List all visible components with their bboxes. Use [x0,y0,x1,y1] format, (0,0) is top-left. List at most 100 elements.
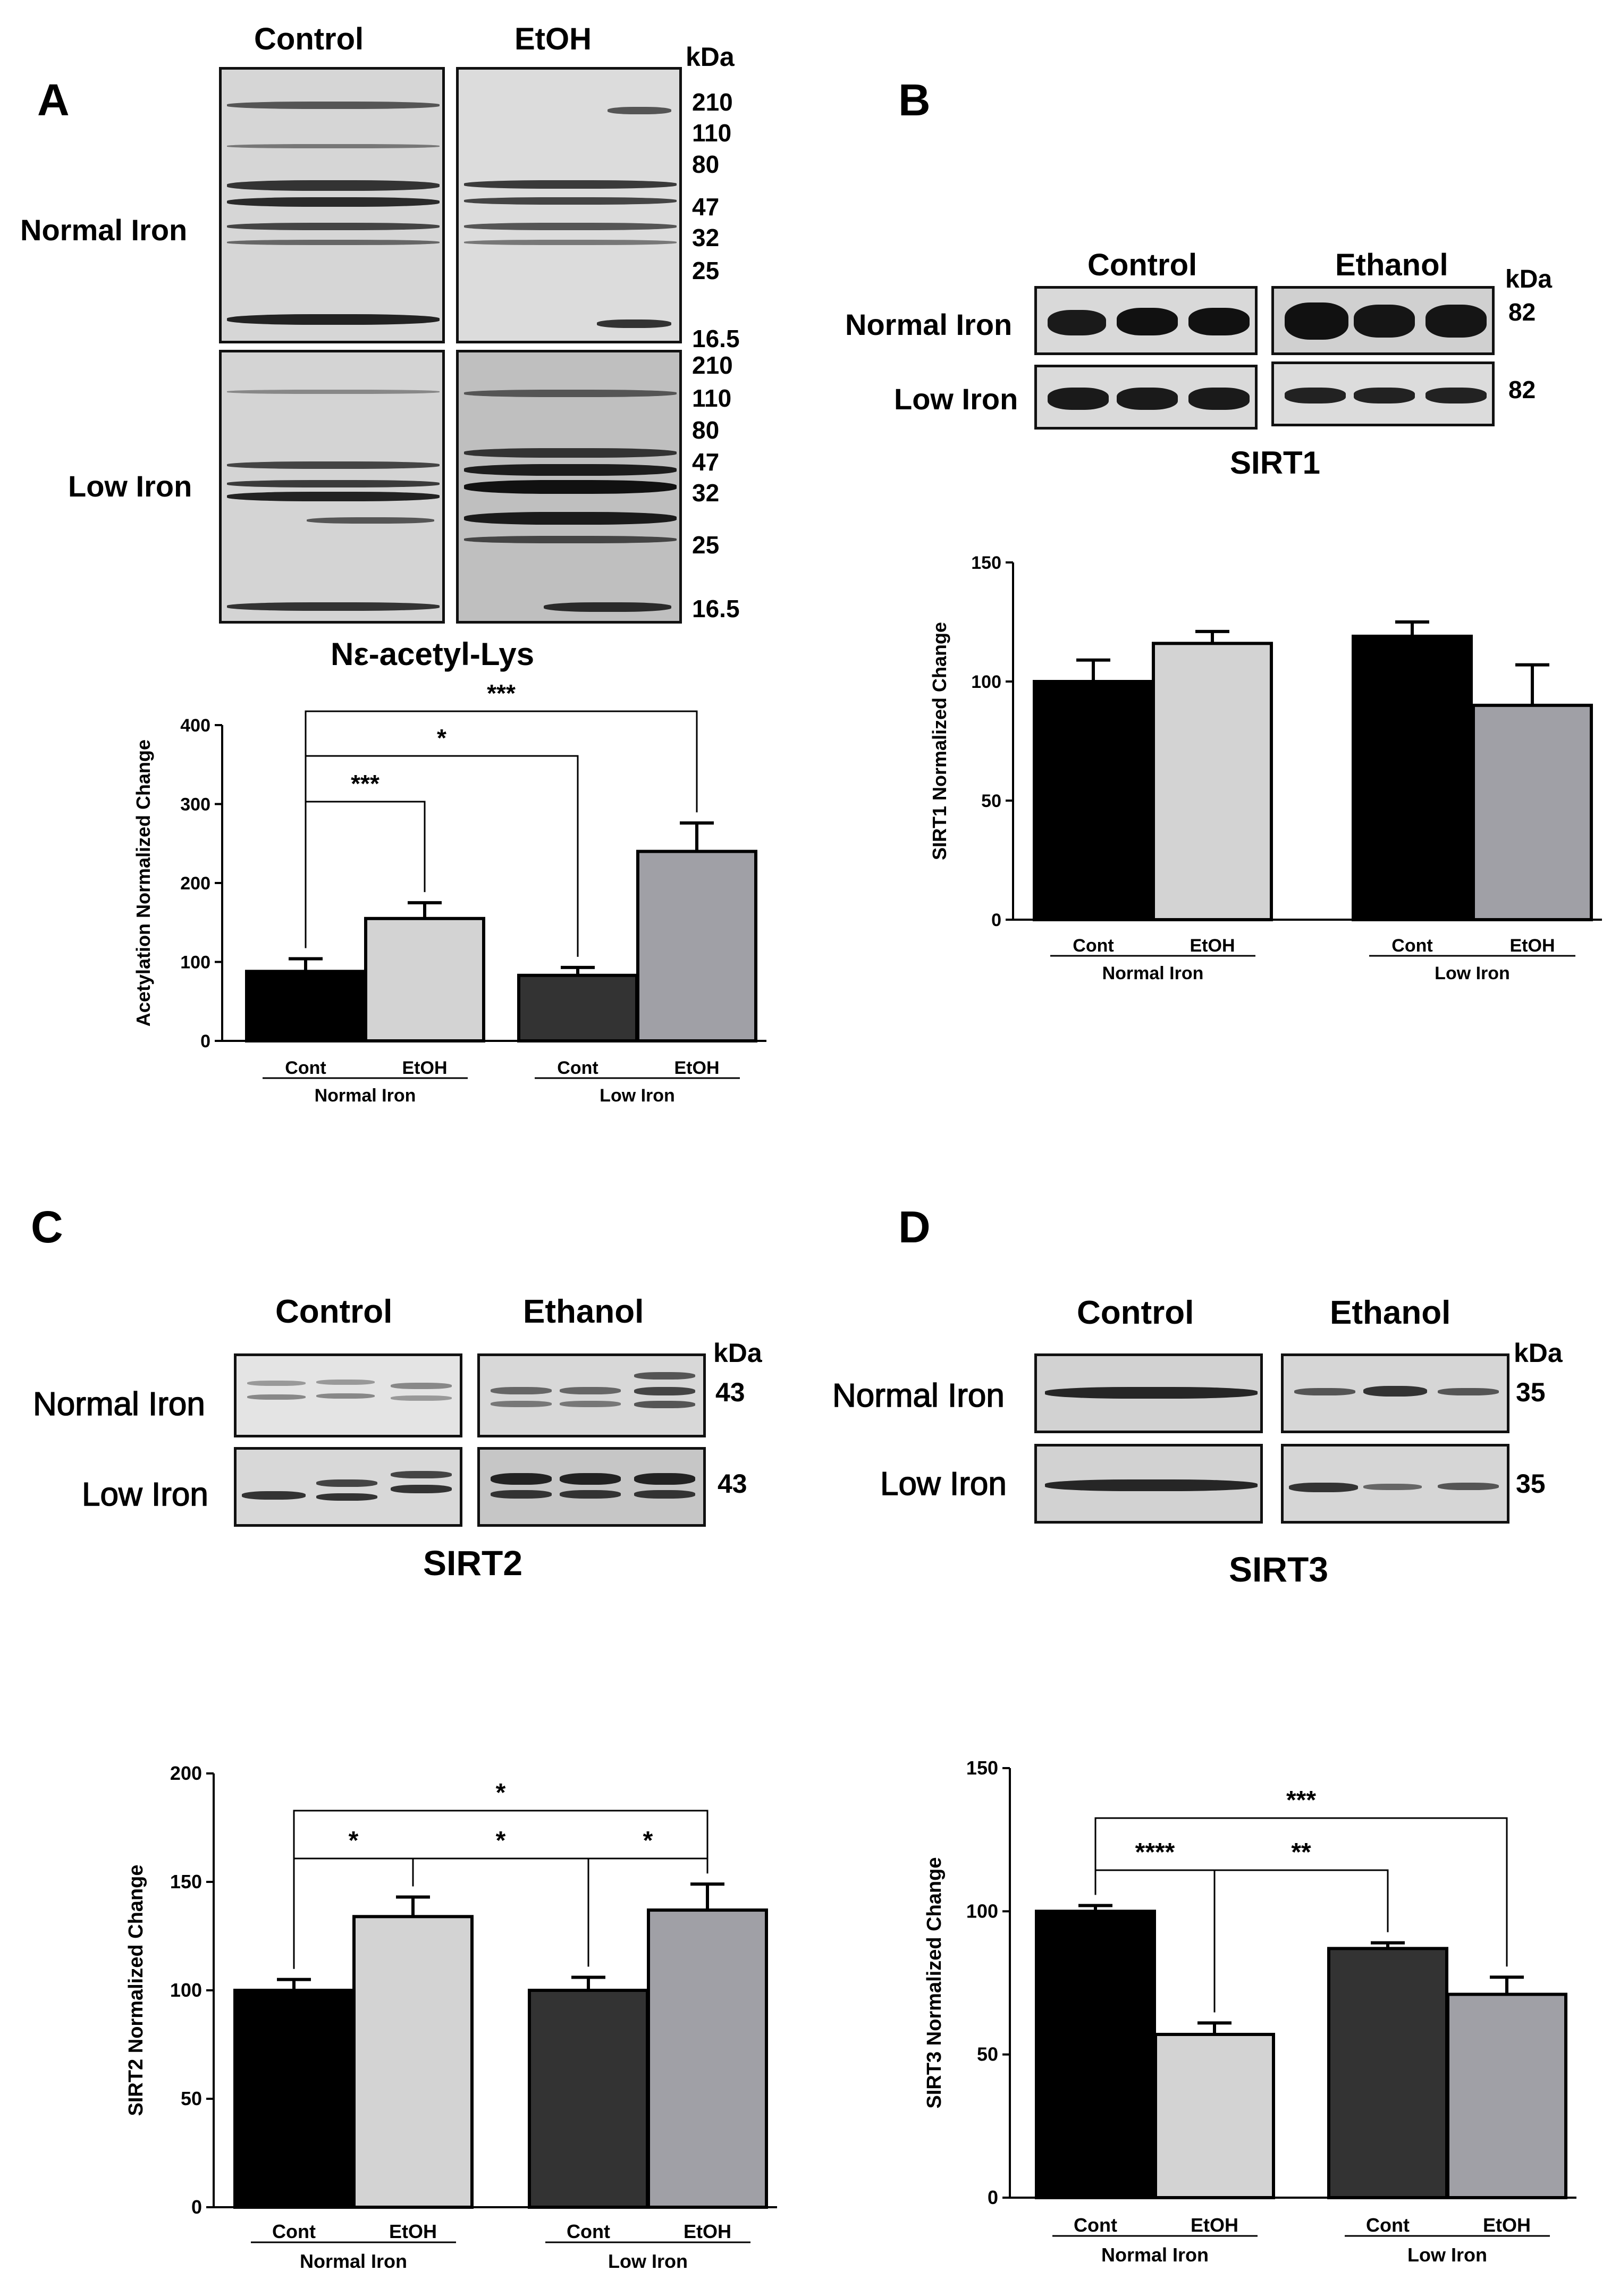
blot-a-low-etoh [456,350,682,624]
chart-c-ytick-label: 100 [170,1979,202,2001]
blot-a-marker-110-bottom: 110 [692,384,732,412]
blot-c-normal-control [234,1353,462,1437]
chart-b-bar [1352,634,1473,921]
blot-a-marker-210-bottom: 210 [692,351,733,379]
chart-b-ytick-label: 100 [971,672,1001,692]
chart-d-significance-label: ** [1291,1838,1311,1866]
chart-a-ylabel: Acetylation Normalized Change [132,739,154,1027]
chart-c-significance-label: * [643,1827,653,1855]
blot-c-low-ethanol [477,1447,706,1527]
blot-c-title: SIRT2 [423,1543,523,1583]
blot-a-title: Nε-acetyl-Lys [331,636,535,672]
chart-b-ytick-label: 0 [991,910,1001,930]
blot-a-low-control [219,350,445,624]
chart-c-significance-label: * [496,1827,506,1855]
chart-c-significance-bracket [293,1810,708,1969]
chart-c-group-label: Normal Iron [300,2250,407,2272]
chart-d-bar [1154,2032,1275,2199]
panel-letter-c: C [31,1202,63,1252]
chart-d-category-label: EtOH [1483,2214,1531,2236]
panel-letter-d: D [898,1202,931,1252]
chart-c-category-label: EtOH [389,2221,437,2242]
blot-c-kda-label: kDa [713,1338,762,1368]
blot-a-row-low-iron: Low Iron [68,469,192,503]
chart-d-significance-bracket [1094,1817,1508,1967]
chart-a-bar [517,973,638,1042]
blot-c-row-normal-iron: Normal Iron [32,1385,205,1423]
blot-a-marker-80-bottom: 80 [692,416,720,444]
chart-a-ytick-label: 400 [180,716,210,736]
chart-c-category-label: Cont [567,2221,610,2242]
chart-a-significance-label: *** [487,679,516,707]
blot-d-kda-label: kDa [1514,1338,1563,1368]
chart-d-bar [1327,1947,1448,2200]
blot-b-title: SIRT1 [1230,445,1321,481]
blot-b-normal-ethanol [1271,286,1495,355]
chart-c-bar [647,1908,768,2209]
chart-b-group-label: Low Iron [1435,963,1510,983]
chart-c-bar [352,1915,474,2209]
chart-c-ytick-label: 0 [191,2196,202,2218]
chart-b-category-label: EtOH [1190,936,1235,956]
chart-b-ytick-label: 50 [981,791,1001,811]
chart-d-ytick-label: 100 [966,1900,998,1922]
chart-c-ytick-label: 200 [170,1762,202,1784]
blot-b-low-control [1034,365,1258,430]
chart-d-ytick-label: 0 [988,2186,998,2208]
blot-d-normal-ethanol [1281,1353,1509,1433]
blot-c-header-ethanol: Ethanol [523,1293,644,1330]
blot-d-low-ethanol [1281,1444,1509,1524]
chart-d-category-label: Cont [1366,2214,1410,2236]
chart-b-group-label: Normal Iron [1102,963,1204,983]
chart-d-ytick-label: 50 [977,2043,998,2065]
blot-d-marker-35-top: 35 [1516,1377,1546,1407]
chart-c-bar [233,1989,355,2209]
chart-a-group-label: Low Iron [600,1086,675,1106]
chart-a-group-label: Normal Iron [315,1086,416,1106]
chart-a-bar [245,970,366,1042]
chart-c-significance-label: * [349,1827,359,1855]
chart-a-significance-bracket [305,710,698,948]
chart-d-significance-label: **** [1135,1838,1175,1866]
chart-c-significance-label: * [496,1779,506,1807]
chart-b-ylabel: SIRT1 Normalized Change [929,622,950,860]
blot-b-header-ethanol: Ethanol [1335,248,1448,282]
chart-c-category-label: Cont [272,2221,316,2242]
blot-a-marker-16-top: 16.5 [692,325,740,352]
blot-a-marker-47-top: 47 [692,193,720,221]
chart-a-category-label: Cont [285,1058,326,1078]
panel-letter-a: A [37,75,70,125]
blot-d-row-low-iron: Low Iron [880,1465,1007,1503]
chart-d-ytick-label: 150 [966,1757,998,1779]
chart-b-bar [1033,680,1154,921]
blot-b-low-ethanol [1271,361,1495,426]
chart-a-bar [636,850,757,1042]
blot-d-row-normal-iron: Normal Iron [832,1377,1005,1415]
chart-b-bar [1472,703,1593,922]
chart-a-category-label: Cont [557,1058,598,1078]
chart-a-ytick-label: 0 [200,1031,210,1052]
blot-c-marker-43-top: 43 [715,1377,745,1407]
blot-a-marker-80-top: 80 [692,150,720,178]
panel-letter-b: B [898,75,931,125]
blot-a-marker-32-bottom: 32 [692,479,720,507]
blot-a-marker-210-top: 210 [692,88,733,116]
blot-b-row-normal-iron: Normal Iron [845,308,1013,341]
blot-a-normal-etoh [456,67,682,343]
blot-c-low-control [234,1447,462,1527]
chart-d-significance-bracket [1213,1869,1389,2013]
chart-d-group-label: Low Iron [1407,2244,1487,2266]
blot-d-low-control [1034,1444,1263,1524]
blot-a-normal-control [219,67,445,343]
blot-a-marker-47-bottom: 47 [692,448,720,476]
blot-a-marker-25-top: 25 [692,257,720,284]
blot-a-kda-label: kDa [686,42,735,72]
chart-b-category-label: Cont [1391,936,1432,956]
blot-b-row-low-iron: Low Iron [894,382,1018,416]
chart-d-bar [1035,1910,1156,2199]
chart-a-category-label: EtOH [674,1058,720,1078]
blot-a-row-normal-iron: Normal Iron [20,213,188,247]
chart-a-significance-label: *** [351,770,379,797]
chart-b-category-label: EtOH [1510,936,1555,956]
